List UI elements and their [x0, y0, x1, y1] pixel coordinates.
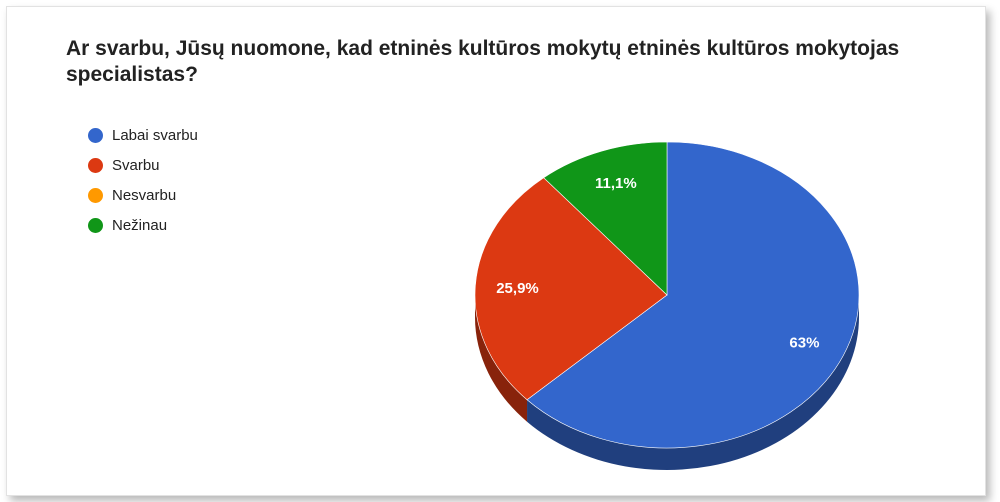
legend-item-nezinau[interactable]: Nežinau	[88, 210, 198, 240]
pie-slice-0[interactable]	[526, 141, 860, 449]
pie-side-0	[527, 295, 859, 470]
legend-swatch	[88, 127, 103, 143]
slice-label-0: 63%	[789, 334, 819, 351]
pie-sides	[475, 295, 859, 470]
pie-slice-1[interactable]	[474, 177, 668, 401]
pie-slice-3[interactable]	[543, 141, 668, 296]
slice-label-1: 25,9%	[496, 280, 539, 297]
slice-label-3: 11,1%	[595, 175, 637, 192]
chart-legend: Labai svarbu Svarbu Nesvarbu Nežinau	[88, 120, 198, 240]
chart-title: Ar svarbu, Jūsų nuomone, kad etninės kul…	[66, 37, 900, 86]
legend-item-nesvarbu[interactable]: Nesvarbu	[88, 180, 198, 210]
legend-item-svarbu[interactable]: Svarbu	[88, 150, 198, 180]
legend-item-labai-svarbu[interactable]: Labai svarbu	[88, 120, 198, 150]
legend-label: Nesvarbu	[112, 186, 177, 204]
legend-label: Svarbu	[112, 156, 160, 174]
legend-label: Labai svarbu	[112, 126, 198, 144]
legend-swatch	[88, 187, 103, 203]
pie-labels: 63% 25,9% 11,1%	[496, 175, 819, 352]
pie-side-1	[475, 295, 528, 422]
legend-label: Nežinau	[112, 216, 168, 234]
pie-top	[474, 141, 860, 449]
legend-swatch	[88, 217, 103, 233]
legend-swatch	[88, 157, 103, 173]
